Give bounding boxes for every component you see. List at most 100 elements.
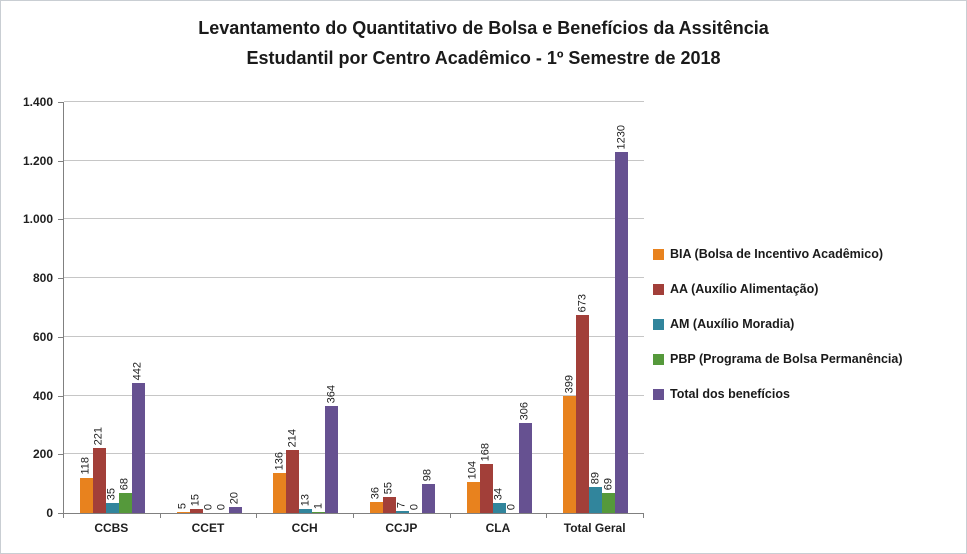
x-tick-mark [256,514,258,518]
legend: BIA (Bolsa de Incentivo Acadêmico) AA (Au… [653,247,903,422]
chart-title: Levantamento do Quantitativo de Bolsa e … [1,13,966,73]
bar-value-label: 7 [395,501,408,508]
y-tick-mark [58,219,63,221]
x-category-label: Total Geral [563,521,626,535]
bar-value-label: 221 [92,426,105,445]
bar: 118 [79,457,93,513]
y-tick-mark [58,160,63,162]
bar-value-label: 306 [518,401,531,420]
x-tick-mark [643,514,644,518]
y-tick-label: 1.000 [22,212,53,227]
legend-item: PBP (Programa de Bolsa Permanência) [653,352,903,366]
legend-item: AA (Auxílio Alimentação) [653,282,903,296]
gridline [64,453,644,455]
x-category-label: CCBS [94,521,129,535]
gridline [64,218,644,220]
bar: 35 [105,488,119,513]
bar: 36 [369,487,383,513]
bar-value-label: 89 [589,471,602,484]
bar: 1 [312,503,326,513]
legend-label: Total dos benefícios [670,387,790,401]
bar: 68 [118,478,132,513]
bar-group-cla: 104 168 34 0 306 [451,102,548,513]
bar-value-label: 399 [563,374,576,393]
y-tick-mark [58,513,63,514]
bar: 214 [286,429,300,513]
x-category-label: CLA [485,521,511,535]
bar-value-label: 1230 [615,124,628,149]
bar-groups: 118 221 35 68 442 5 15 0 0 20 136 214 13 1 364 36 55 7 0 98… [64,102,644,513]
bar-value-label: 98 [421,468,434,481]
bar: 69 [602,478,616,513]
bar-value-label: 69 [602,477,615,490]
legend-swatch [653,353,664,365]
legend-swatch [653,283,664,295]
legend-label: AA (Auxílio Alimentação) [670,282,819,296]
y-tick-mark [58,278,63,280]
bar: 7 [395,502,409,513]
bar: 34 [492,488,506,513]
bar: 673 [576,294,590,513]
legend-item: Total dos benefícios [653,387,903,401]
bar-value-label: 36 [369,486,382,499]
bar-value-label: 55 [382,481,395,494]
y-tick-mark [58,336,63,338]
chart-title-line2: Estudantil por Centro Acadêmico - 1º Sem… [246,48,721,68]
legend-swatch [653,318,664,330]
x-tick-mark [449,514,451,518]
bar: 5 [176,503,190,513]
y-tick-mark [58,454,63,456]
gridline [64,277,644,279]
bar: 306 [518,402,532,513]
bar: 221 [92,427,106,513]
gridlines [64,101,644,513]
y-tick-label: 400 [32,388,53,403]
bar-value-label: 34 [492,487,505,500]
gridline [64,159,644,161]
bar: 442 [131,362,145,513]
legend-swatch [653,248,664,260]
bar-value-label: 136 [273,451,286,470]
bar-value-label: 20 [228,491,241,504]
y-tick-label: 600 [32,329,53,344]
bar: 13 [299,494,313,513]
bar-value-label: 442 [131,361,144,380]
bar-group-total-geral: 399 673 89 69 1230 [547,102,644,513]
bar: 55 [382,482,396,513]
bar-value-label: 35 [105,487,118,500]
y-tick-label: 0 [46,506,53,520]
gridline [64,394,644,396]
bar-group-ccbs: 118 221 35 68 442 [64,102,161,513]
bar-value-label: 0 [408,503,421,510]
legend-label: AM (Auxílio Moradia) [670,317,795,331]
bar: 104 [466,461,480,513]
bar: 89 [589,472,603,513]
bar-value-label: 15 [189,493,202,506]
chart-title-line1: Levantamento do Quantitativo de Bolsa e … [198,18,769,38]
bar-value-label: 0 [505,503,518,510]
legend-item: AM (Auxílio Moradia) [653,317,903,331]
bar-value-label: 364 [325,384,338,403]
x-tick-mark [546,514,548,518]
y-tick-label: 1.400 [22,95,53,109]
gridline [64,335,644,337]
bar: 15 [189,494,203,513]
bar-value-label: 673 [576,293,589,312]
bar-value-label: 5 [176,502,189,509]
gridline [64,101,644,102]
legend-swatch [653,388,664,400]
bar: 364 [325,385,339,513]
bar-value-label: 214 [286,428,299,447]
bar: 168 [479,443,493,513]
y-tick-mark [58,102,63,103]
bar-value-label: 104 [466,460,479,479]
x-category-label: CCH [291,521,318,535]
legend-label: BIA (Bolsa de Incentivo Acadêmico) [670,247,884,261]
bar: 98 [421,469,435,513]
x-category-label: CCET [191,521,225,535]
legend-item: BIA (Bolsa de Incentivo Acadêmico) [653,247,903,261]
bar-group-ccjp: 36 55 7 0 98 [354,102,451,513]
bar-value-label: 68 [118,477,131,490]
bar-group-ccet: 5 15 0 0 20 [161,102,258,513]
